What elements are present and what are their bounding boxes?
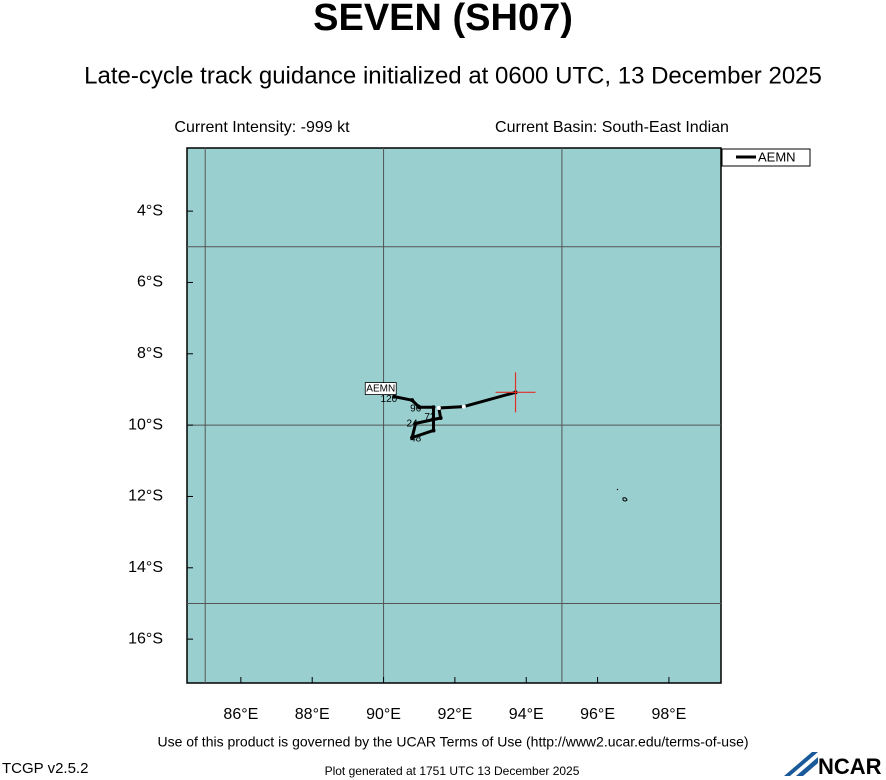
track-point [461,404,466,409]
y-tick-label: 6°S [137,274,163,291]
legend-label: AEMN [758,149,796,164]
logo-mark [784,752,818,776]
x-tick-label: 98°E [651,706,686,723]
version: TCGP v2.5.2 [2,760,88,777]
track-point [431,405,436,410]
logo-text: NCAR [818,754,882,779]
track-point [417,405,422,410]
x-tick-label: 90°E [366,706,401,723]
subtitle: Late-cycle track guidance initialized at… [84,62,822,89]
track-point [436,406,441,411]
x-tick-label: 88°E [295,706,330,723]
hour-label: 24 [407,419,419,430]
map-area [186,147,722,684]
hour-label: 96 [410,404,422,415]
island [616,488,628,502]
track-label-box [364,382,397,395]
x-tick-label: 92°E [437,706,472,723]
track-label: AEMN [366,384,395,395]
intensity: Current Intensity: -999 kt [174,119,350,136]
x-tick-label: 86°E [223,706,258,723]
y-tick-label: 10°S [128,416,163,433]
logo: NCAR [784,752,882,779]
current-position [495,372,536,413]
x-tick-label: 96°E [580,706,615,723]
basin: Current Basin: South-East Indian [495,119,729,136]
legend-box [721,148,811,167]
y-tick-label: 4°S [137,202,163,219]
generated: Plot generated at 1751 UTC 13 December 2… [325,764,580,778]
track-point [410,398,415,403]
y-tick-label: 16°S [128,630,163,647]
hour-label: 48 [410,433,422,444]
track-point [410,435,415,440]
title: SEVEN (SH07) [313,0,573,39]
track-point [413,421,418,426]
hour-label: 120 [381,394,398,405]
track-point [431,428,436,433]
y-tick-label: 14°S [128,559,163,576]
track-point [392,394,397,399]
x-tick-label: 94°E [509,706,544,723]
terms: Use of this product is governed by the U… [157,734,748,750]
hour-label: 72 [424,412,436,423]
y-tick-label: 8°S [137,345,163,362]
y-tick-label: 12°S [128,488,163,505]
track-point [438,415,443,420]
